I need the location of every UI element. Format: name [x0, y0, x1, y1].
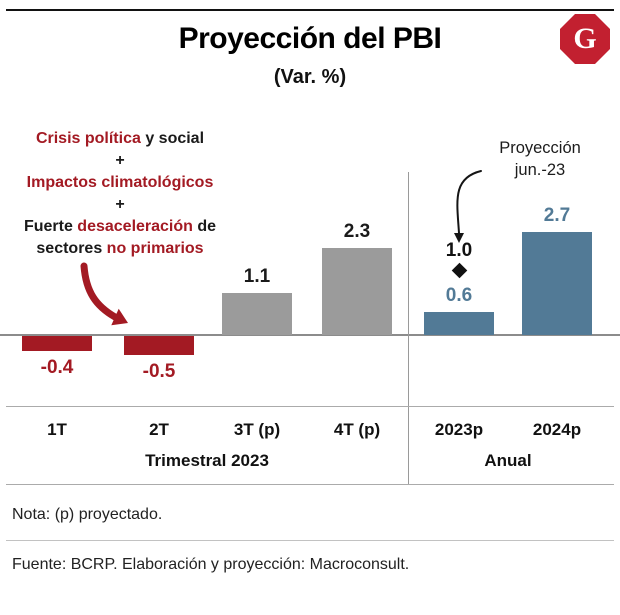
- annotation-segment: Impactos climatológicos: [26, 174, 214, 191]
- annotation-segment: de: [192, 218, 217, 235]
- group-divider-line: [408, 172, 409, 484]
- value-label-2023p: 0.6: [445, 285, 473, 306]
- annotation-segment: no primarios: [106, 240, 204, 257]
- annotation-segment: sectores: [36, 240, 107, 257]
- axis-label-2023p: 2023p: [434, 420, 484, 439]
- gestion-logo: G: [560, 14, 610, 64]
- annotation-segment: +: [115, 196, 125, 213]
- axis-label-1T: 1T: [47, 420, 67, 439]
- annotation-line: Fuerte desaceleración de: [8, 216, 232, 238]
- value-label-1T: -0.4: [40, 357, 74, 378]
- source-text: Fuente: BCRP. Elaboración y proyección: …: [12, 556, 410, 573]
- zero-axis-line: [0, 334, 620, 336]
- bar-4T (p): [322, 248, 392, 335]
- projection-callout-line2: jun.-23: [514, 161, 566, 179]
- note-text: Nota: (p) proyectado.: [12, 506, 163, 523]
- bar-2T: [124, 336, 194, 355]
- bar-3T (p): [222, 293, 292, 335]
- bar-1T: [22, 336, 92, 351]
- crisis-annotation: Crisis política y social + Impactos climat…: [8, 128, 232, 260]
- annotation-line: +: [8, 150, 232, 172]
- annotation-segment: Crisis política: [35, 130, 141, 147]
- annotation-segment: desaceleración: [77, 218, 193, 235]
- annotation-line: Crisis política y social: [8, 128, 232, 150]
- annotation-line: Impactos climatológicos: [8, 172, 232, 194]
- bar-2024p: [522, 232, 592, 335]
- axis-label-4T (p): 4T (p): [333, 420, 381, 439]
- group-label: Anual: [484, 451, 532, 470]
- bar-2023p: [424, 312, 494, 335]
- value-label-3T (p): 1.1: [243, 266, 271, 287]
- annotation-segment: y social: [140, 130, 205, 147]
- projection-marker-diamond: [451, 262, 467, 279]
- axis-labels-bottom-divider: [6, 484, 614, 485]
- axis-label-2T: 2T: [149, 420, 169, 439]
- axis-label-3T (p): 3T (p): [233, 420, 281, 439]
- value-label-2T: -0.5: [142, 361, 176, 382]
- value-label-2024p: 2.7: [543, 205, 571, 226]
- axis-label-2024p: 2024p: [532, 420, 582, 439]
- source-divider: [6, 540, 614, 541]
- projection-callout: Proyección jun.-23: [484, 137, 596, 181]
- annotation-line: +: [8, 194, 232, 216]
- annotation-segment: Fuerte: [23, 218, 78, 235]
- projection-marker-label: 1.0: [445, 240, 473, 261]
- group-label: Trimestral 2023: [145, 451, 269, 470]
- axis-labels-top-divider: [6, 406, 614, 407]
- gestion-logo-letter: G: [573, 22, 597, 55]
- chart-title: Proyección del PBI: [178, 22, 442, 55]
- annotation-segment: +: [115, 152, 125, 169]
- value-label-4T (p): 2.3: [343, 221, 371, 242]
- chart-subtitle: (Var. %): [273, 66, 347, 88]
- annotation-line: sectores no primarios: [8, 238, 232, 260]
- top-divider: [6, 9, 614, 11]
- projection-callout-line1: Proyección: [499, 139, 581, 157]
